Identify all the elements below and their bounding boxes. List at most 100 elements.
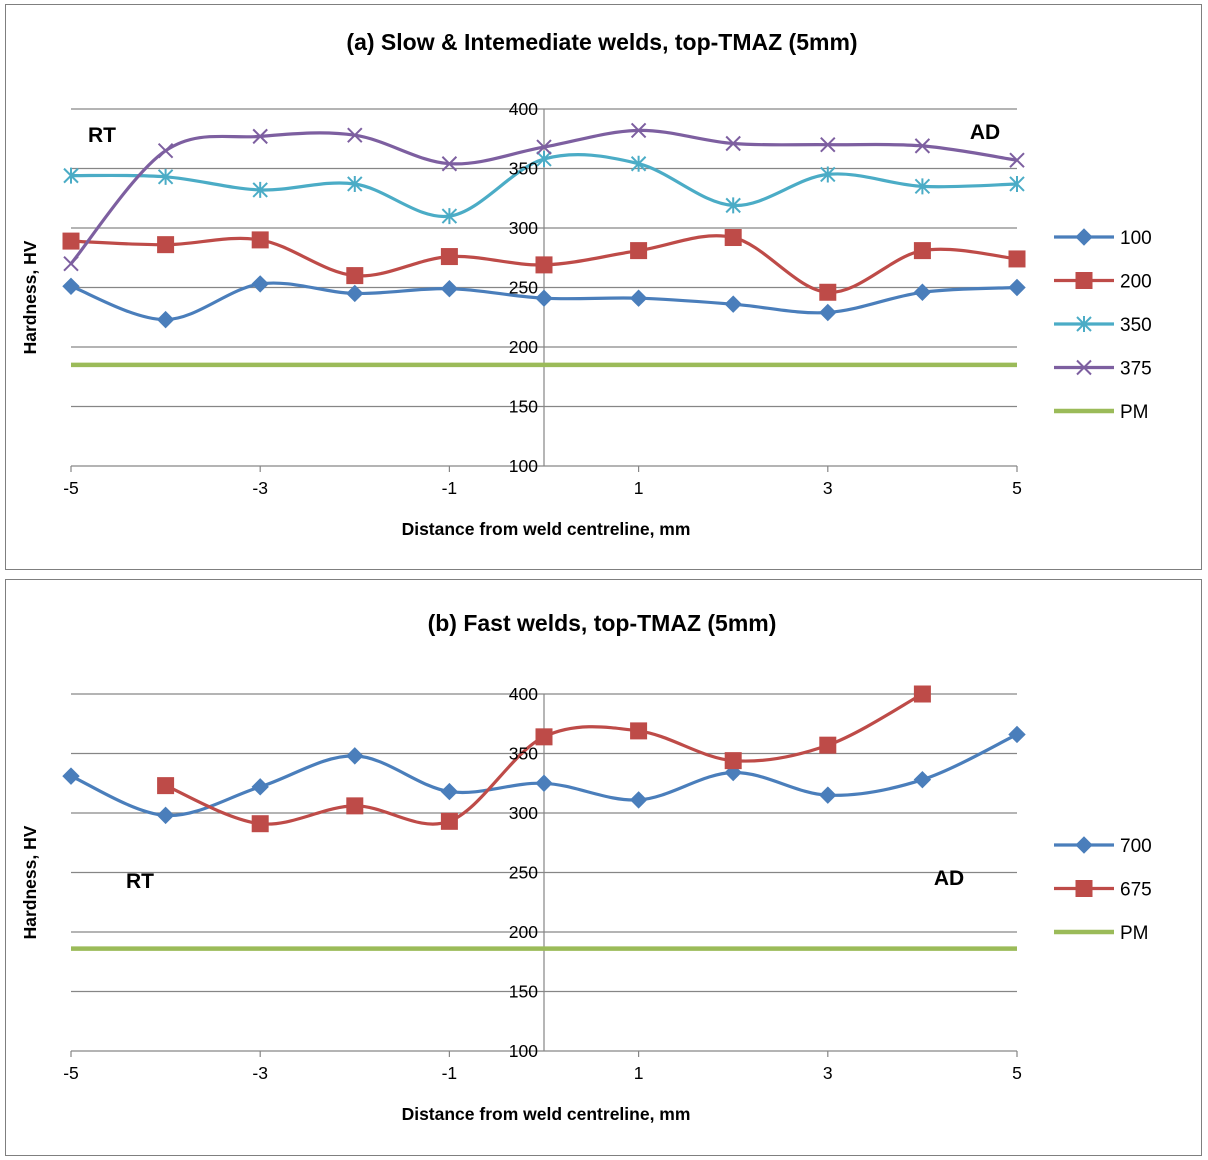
- data-point: [157, 168, 174, 185]
- x-tick-label: -5: [63, 478, 79, 498]
- y-tick-label: 300: [509, 218, 538, 238]
- data-point: [1009, 152, 1025, 168]
- legend-item-675: 675: [1054, 880, 1152, 901]
- data-point: [1009, 175, 1025, 192]
- data-point: [251, 275, 269, 293]
- y-tick-label: 300: [509, 803, 538, 823]
- data-point: [819, 283, 837, 301]
- chart-title: (b) Fast welds, top-TMAZ (5mm): [428, 610, 777, 636]
- annotation-rt: RT: [88, 124, 116, 147]
- data-point: [156, 806, 175, 825]
- data-point: [629, 791, 648, 809]
- data-point: [724, 229, 742, 247]
- y-tick-label: 100: [509, 456, 538, 476]
- y-tick-label: 250: [509, 863, 538, 883]
- data-point: [346, 797, 364, 815]
- annotation-ad: AD: [970, 121, 1000, 144]
- data-point: [252, 181, 268, 198]
- data-point: [62, 767, 80, 785]
- data-point: [157, 777, 175, 795]
- data-point: [63, 167, 79, 184]
- data-point: [913, 283, 932, 301]
- annotation-rt: RT: [126, 870, 154, 893]
- data-point: [630, 722, 648, 740]
- legend-marker: [1076, 316, 1092, 332]
- data-point: [156, 310, 175, 329]
- data-point: [820, 136, 836, 153]
- data-point: [251, 815, 269, 833]
- series-200: [62, 229, 1026, 301]
- x-tick-label: 3: [823, 478, 833, 498]
- legend-item-700: 700: [1054, 836, 1152, 857]
- legend-marker: [1075, 836, 1093, 854]
- data-point: [535, 256, 553, 274]
- data-point: [630, 242, 648, 260]
- legend-label: PM: [1120, 923, 1149, 944]
- data-point: [62, 232, 80, 250]
- series-375: [63, 122, 1025, 272]
- legend-item-100: 100: [1054, 228, 1152, 249]
- data-point: [252, 128, 268, 145]
- x-tick-label: 3: [823, 1063, 833, 1083]
- x-tick-label: -1: [442, 1063, 458, 1083]
- data-point: [913, 770, 932, 789]
- legend-item-pm: PM: [1054, 923, 1149, 944]
- data-point: [157, 236, 175, 254]
- data-point: [819, 736, 837, 754]
- data-point: [251, 778, 269, 796]
- legend-label: PM: [1120, 402, 1149, 423]
- x-tick-label: -3: [252, 478, 268, 498]
- x-tick-label: -1: [442, 478, 458, 498]
- data-point: [535, 728, 553, 746]
- series-line: [69, 128, 1018, 265]
- data-point: [440, 782, 459, 801]
- series-700: [62, 725, 1026, 825]
- data-point: [914, 178, 931, 195]
- series-100: [62, 275, 1026, 329]
- data-point: [347, 127, 363, 143]
- chart-b-svg: (b) Fast welds, top-TMAZ (5mm) 100 150 200 2…: [20, 610, 1152, 1124]
- legend-item-200: 200: [1054, 272, 1152, 293]
- legend-marker: [1075, 228, 1093, 246]
- x-axis-title: Distance from weld centreline, mm: [402, 1104, 691, 1124]
- annotation-ad: AD: [934, 867, 964, 890]
- x-tick-label: 5: [1012, 478, 1022, 498]
- x-tick-label: 5: [1012, 1063, 1022, 1083]
- data-point: [440, 248, 458, 266]
- legend-item-pm: PM: [1054, 402, 1149, 423]
- data-point: [629, 289, 648, 307]
- chart-title: (a) Slow & Intemediate welds, top-TMAZ (…: [346, 29, 857, 55]
- data-point: [630, 155, 647, 172]
- y-axis-title: Hardness, HV: [20, 240, 40, 354]
- legend-label: 675: [1120, 880, 1152, 901]
- x-axis-title: Distance from weld centreline, mm: [402, 519, 691, 539]
- data-point: [725, 197, 741, 214]
- y-tick-label: 150: [509, 982, 538, 1002]
- x-tick-label: 1: [634, 1063, 644, 1083]
- data-point: [63, 255, 79, 272]
- data-point: [62, 277, 80, 296]
- y-tick-label: 250: [509, 278, 538, 298]
- legend-label: 350: [1120, 315, 1152, 336]
- data-point: [820, 166, 836, 183]
- legend-marker: [1075, 880, 1093, 897]
- y-tick-label: 100: [509, 1041, 538, 1061]
- data-point: [535, 774, 553, 792]
- x-tick-label: 1: [634, 478, 644, 498]
- data-point: [440, 279, 459, 298]
- data-point: [725, 135, 741, 152]
- data-point: [346, 284, 364, 303]
- data-point: [347, 175, 363, 192]
- chart-panel-a: (a) Slow & Intemediate welds, top-TMAZ (…: [5, 4, 1202, 570]
- data-point: [913, 242, 931, 260]
- data-point: [914, 138, 931, 154]
- legend-label: 100: [1120, 228, 1152, 249]
- chart-panel-b: (b) Fast welds, top-TMAZ (5mm) 100 150 200 2…: [5, 579, 1202, 1156]
- y-tick-label: 150: [509, 397, 538, 417]
- data-point: [441, 208, 458, 225]
- y-tick-label: 200: [509, 922, 538, 942]
- legend-label: 375: [1120, 359, 1152, 380]
- legend-marker: [1075, 272, 1093, 289]
- data-point: [346, 747, 364, 765]
- data-point: [441, 156, 458, 172]
